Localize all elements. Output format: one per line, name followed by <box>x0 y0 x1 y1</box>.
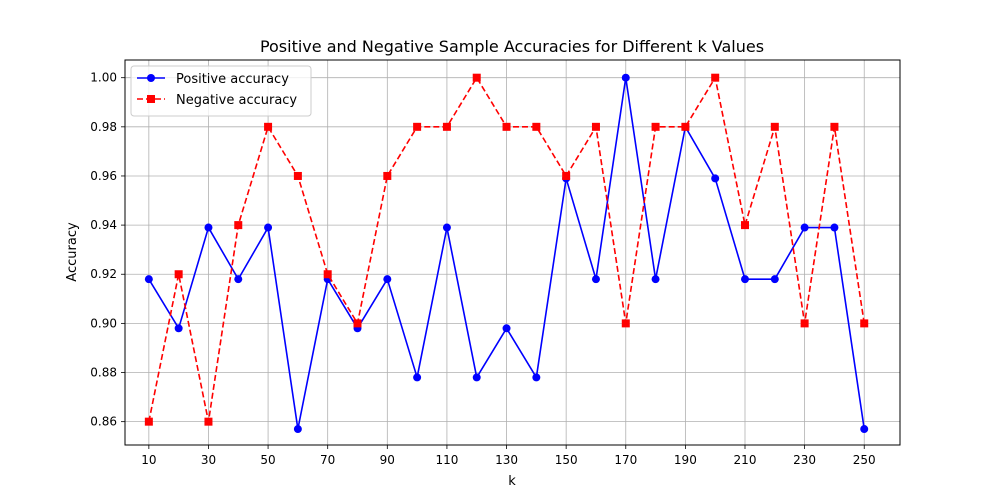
y-tick-label: 0.96 <box>90 169 117 183</box>
y-tick-label: 0.98 <box>90 120 117 134</box>
x-tick-label: 70 <box>320 453 335 467</box>
x-tick-label: 250 <box>853 453 876 467</box>
x-axis-label: k <box>508 474 516 489</box>
data-point <box>860 425 869 434</box>
data-point <box>711 174 720 183</box>
legend: Positive accuracy Negative accuracy <box>130 65 312 117</box>
grid <box>125 60 900 445</box>
data-point <box>472 73 481 82</box>
data-point <box>800 319 809 328</box>
data-point <box>502 324 511 333</box>
data-point <box>234 275 243 284</box>
legend-box <box>130 65 312 117</box>
legend-label: Positive accuracy <box>176 72 289 87</box>
y-axis-label: Accuracy <box>65 222 80 282</box>
y-tick-label: 0.86 <box>90 415 117 429</box>
data-point <box>442 122 451 131</box>
x-tick-label: 130 <box>495 453 518 467</box>
data-point <box>234 221 243 230</box>
data-point <box>383 275 392 284</box>
legend-items: Positive accuracy Negative accuracy <box>137 72 297 108</box>
data-point <box>830 122 839 131</box>
data-point <box>174 324 183 333</box>
legend-marker <box>147 74 155 82</box>
data-point <box>323 270 332 279</box>
series-layer <box>144 73 869 434</box>
data-point <box>591 275 600 284</box>
data-point <box>651 275 660 284</box>
data-point <box>293 171 302 180</box>
data-point <box>353 319 362 328</box>
data-point <box>204 417 213 426</box>
y-tick-label: 0.90 <box>90 316 117 330</box>
x-tick-label: 190 <box>674 453 697 467</box>
data-point <box>651 122 660 131</box>
data-point <box>711 73 720 82</box>
data-point <box>174 270 183 279</box>
data-point <box>770 275 779 284</box>
y-axis-ticks: 0.86 0.88 0.90 0.92 0.94 0.96 0.98 1.00 <box>90 71 125 429</box>
data-point <box>860 319 869 328</box>
data-point <box>741 275 749 284</box>
y-tick-label: 1.00 <box>90 71 117 85</box>
chart-title: Positive and Negative Sample Accuracies … <box>260 37 764 56</box>
data-point <box>472 373 481 382</box>
data-point <box>800 223 809 232</box>
series-negative <box>144 73 869 426</box>
data-point <box>681 122 690 131</box>
y-tick-label: 0.94 <box>90 218 117 232</box>
data-point <box>830 223 839 232</box>
data-point <box>413 373 422 382</box>
data-point <box>502 122 511 131</box>
data-point <box>532 122 541 131</box>
legend-marker <box>147 95 155 103</box>
data-point <box>741 221 749 230</box>
data-point <box>383 171 392 180</box>
plot-area-frame <box>124 59 901 446</box>
data-point <box>144 417 153 426</box>
data-point <box>621 319 630 328</box>
data-point <box>264 122 273 131</box>
x-tick-label: 230 <box>793 453 816 467</box>
data-point <box>562 171 571 180</box>
x-tick-label: 90 <box>380 453 395 467</box>
x-axis-ticks: 10 30 50 70 90 110 130 150 170 190 210 230 250 <box>141 445 876 467</box>
data-point <box>413 122 422 131</box>
x-tick-label: 150 <box>555 453 578 467</box>
data-point <box>293 425 302 434</box>
data-point <box>532 373 541 382</box>
x-tick-label: 10 <box>141 453 156 467</box>
data-point <box>591 122 600 131</box>
legend-label: Negative accuracy <box>176 93 297 108</box>
data-point <box>770 122 779 131</box>
data-point <box>144 275 153 284</box>
y-tick-label: 0.92 <box>90 267 117 281</box>
x-tick-label: 30 <box>201 453 216 467</box>
data-point <box>204 223 213 232</box>
x-tick-label: 110 <box>435 453 458 467</box>
data-point <box>264 223 273 232</box>
x-tick-label: 210 <box>734 453 757 467</box>
x-tick-label: 170 <box>614 453 637 467</box>
data-point <box>621 73 630 82</box>
data-point <box>442 223 451 232</box>
y-tick-label: 0.88 <box>90 366 117 380</box>
x-tick-label: 50 <box>260 453 275 467</box>
